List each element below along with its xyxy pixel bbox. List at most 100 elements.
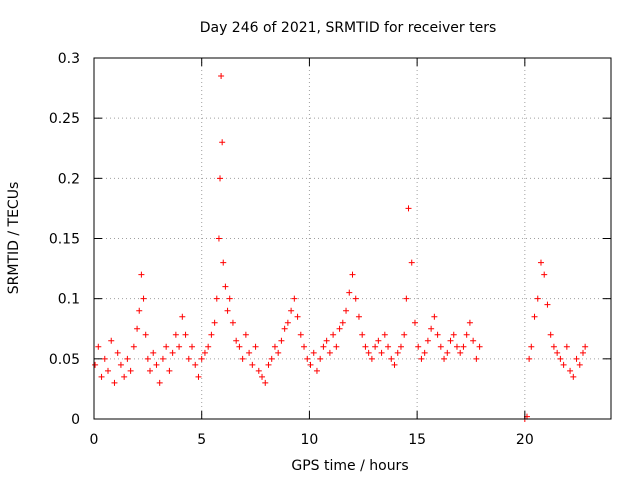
data-point (437, 343, 444, 350)
data-point (576, 361, 583, 368)
data-point (95, 343, 102, 350)
data-point (343, 307, 350, 314)
data-point (431, 313, 438, 320)
data-point (304, 355, 311, 362)
data-point (339, 319, 346, 326)
data-point (217, 175, 224, 182)
data-point (541, 271, 548, 278)
data-point (134, 325, 141, 332)
data-point (560, 361, 567, 368)
y-tick-label: 0.15 (49, 232, 80, 248)
data-point (192, 361, 199, 368)
data-point (211, 319, 218, 326)
data-point (182, 331, 189, 338)
data-point (457, 349, 464, 356)
data-point (573, 355, 580, 362)
data-point (176, 343, 183, 350)
data-point (265, 361, 272, 368)
data-point (526, 355, 533, 362)
x-tick-label: 15 (408, 432, 426, 448)
y-axis-label: SRMTID / TECUs (6, 182, 22, 295)
data-point (239, 355, 246, 362)
data-point (208, 331, 215, 338)
data-point (330, 331, 337, 338)
data-point (140, 295, 147, 302)
data-point (537, 259, 544, 266)
data-point (215, 235, 222, 242)
plot-frame (93, 57, 612, 420)
data-point (229, 319, 236, 326)
data-point (333, 343, 340, 350)
data-point (130, 343, 137, 350)
data-point (441, 355, 448, 362)
data-point (108, 337, 115, 344)
x-tick-label: 10 (301, 432, 319, 448)
data-point (127, 367, 134, 374)
data-point (359, 331, 366, 338)
data-point (307, 361, 314, 368)
data-point (320, 343, 327, 350)
data-point (189, 343, 196, 350)
data-point (172, 331, 179, 338)
data-point (528, 343, 535, 350)
data-point (544, 301, 551, 308)
data-point (531, 313, 538, 320)
data-point (372, 343, 379, 350)
data-point (105, 367, 112, 374)
data-point (460, 343, 467, 350)
x-tick-label: 20 (516, 432, 534, 448)
data-point (365, 349, 372, 356)
data-point (201, 349, 208, 356)
data-point (444, 349, 451, 356)
data-point (153, 361, 160, 368)
data-point (124, 355, 131, 362)
data-point (252, 343, 259, 350)
data-point (415, 343, 422, 350)
data-point (198, 355, 205, 362)
data-point (275, 349, 282, 356)
data-point (98, 373, 105, 380)
data-point (453, 343, 460, 350)
data-point (262, 379, 269, 386)
data-point (249, 361, 256, 368)
y-tick-label: 0.2 (58, 171, 80, 187)
data-point (150, 349, 157, 356)
data-point (166, 367, 173, 374)
data-point (271, 343, 278, 350)
y-tick-label: 0 (71, 412, 80, 428)
data-point (297, 331, 304, 338)
data-point (403, 295, 410, 302)
y-tick-label: 0.25 (49, 111, 80, 127)
data-point (236, 343, 243, 350)
data-point (92, 361, 99, 368)
data-point (101, 355, 108, 362)
data-point (362, 343, 369, 350)
data-point (218, 73, 225, 80)
data-point (411, 319, 418, 326)
data-point (114, 349, 121, 356)
data-point (144, 355, 151, 362)
data-point (117, 361, 124, 368)
data-point (447, 337, 454, 344)
data-point (368, 355, 375, 362)
data-point (310, 349, 317, 356)
data-point (233, 337, 240, 344)
data-point (163, 343, 170, 350)
data-point (224, 307, 231, 314)
data-point (336, 325, 343, 332)
data-point (259, 373, 266, 380)
data-point (355, 313, 362, 320)
data-point (195, 373, 202, 380)
data-point (156, 379, 163, 386)
data-point (401, 331, 408, 338)
data-point (349, 271, 356, 278)
data-point (567, 367, 574, 374)
data-point (378, 349, 385, 356)
data-point (136, 307, 143, 314)
data-point (346, 289, 353, 296)
data-point (323, 337, 330, 344)
data-point (219, 139, 226, 146)
data-point (570, 373, 577, 380)
axis-ticks: 0 0.05 0.1 0.15 0.2 0.25 0.3 0 5 10 15 20 (49, 51, 611, 448)
